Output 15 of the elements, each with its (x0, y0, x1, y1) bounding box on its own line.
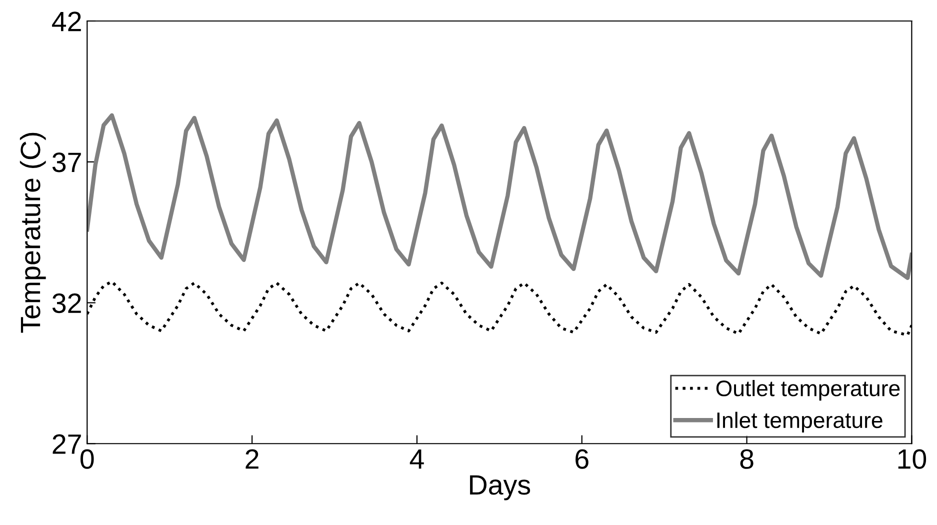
x-tick-label: 6 (576, 449, 588, 469)
x-tick-label: 2 (246, 449, 258, 469)
line-series (87, 113, 912, 280)
y-tick-label: 42 (52, 12, 81, 32)
x-tick-label: 8 (740, 449, 754, 469)
y-tick-label: 32 (52, 293, 81, 314)
x-tick-label: 4 (410, 450, 424, 469)
x-axis-title: Days (470, 475, 530, 500)
y-axis-title: Temperature (C) (20, 132, 46, 333)
y-tick-label: 27 (52, 434, 81, 454)
legend-label: Outlet temperature (716, 380, 900, 401)
y-tick-label: 37 (52, 152, 81, 172)
x-tick-label: 10 (898, 449, 926, 469)
legend-label: Inlet temperature (717, 412, 882, 433)
x-tick-label: 0 (80, 449, 94, 469)
